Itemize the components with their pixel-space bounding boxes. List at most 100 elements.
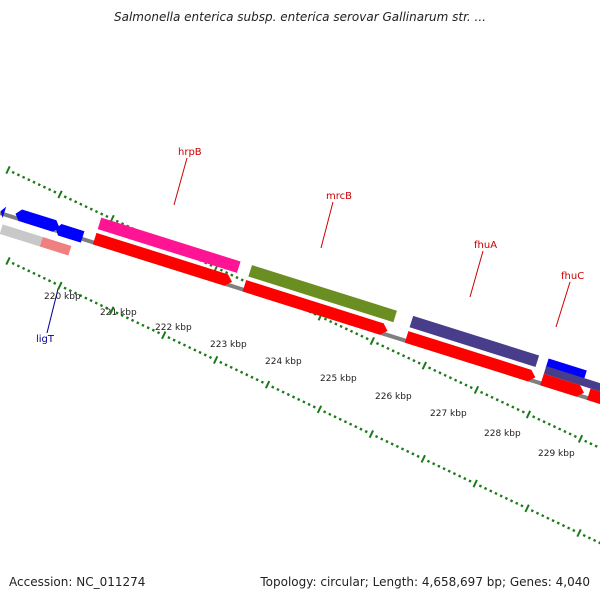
minor-tick — [208, 355, 213, 360]
minor-tick — [542, 420, 546, 424]
minor-tick — [551, 519, 555, 523]
major-tick — [5, 256, 11, 266]
hrpB-feature[interactable] — [97, 217, 241, 273]
major-tick — [576, 528, 582, 538]
minor-tick — [74, 200, 78, 204]
gene-label-fhuA[interactable]: fhuA — [474, 240, 497, 251]
inner-tick-ring — [5, 256, 600, 545]
gene-label-hrpB[interactable]: hrpB — [178, 147, 202, 158]
minor-tick — [48, 187, 52, 192]
minor-tick — [255, 378, 259, 382]
minor-tick — [182, 343, 187, 347]
minor-tick — [115, 311, 119, 315]
minor-tick — [323, 410, 327, 414]
tick-label-220: 220 kbp — [44, 292, 81, 302]
cds-arrow-mrcB[interactable] — [242, 280, 390, 337]
blue-feature-arrow[interactable] — [54, 223, 85, 243]
minor-tick — [219, 268, 223, 272]
minor-tick — [511, 405, 515, 409]
major-tick — [473, 385, 480, 395]
minor-tick — [89, 207, 93, 211]
minor-tick — [125, 316, 129, 320]
minor-tick — [572, 528, 576, 533]
minor-tick — [100, 212, 104, 216]
blue-feature-arrow[interactable] — [14, 208, 61, 233]
tick-label-229: 229 kbp — [538, 449, 575, 459]
minor-tick — [84, 205, 88, 209]
minor-tick — [521, 410, 525, 414]
minor-tick — [385, 439, 389, 444]
minor-tick — [16, 264, 20, 268]
minor-tick — [464, 383, 468, 387]
minor-tick — [27, 269, 31, 273]
minor-tick — [443, 373, 447, 377]
tick-label-225: 225 kbp — [320, 374, 357, 384]
minor-tick — [483, 486, 488, 491]
minor-tick — [339, 324, 343, 329]
minor-tick — [587, 536, 592, 540]
minor-tick — [37, 183, 41, 187]
gene-label-mrcB[interactable]: mrcB — [326, 191, 352, 202]
minor-tick — [541, 514, 545, 518]
tick-label-221: 221 kbp — [100, 308, 137, 318]
minor-tick — [426, 459, 431, 463]
major-tick — [369, 337, 375, 346]
minor-tick — [334, 322, 338, 326]
tick-label-222: 222 kbp — [155, 323, 192, 333]
cds-arrow-fhuA[interactable] — [404, 331, 537, 383]
minor-tick — [47, 279, 52, 283]
tick-label-223: 223 kbp — [210, 340, 247, 350]
minor-tick — [354, 425, 358, 429]
mrcB-feature[interactable] — [248, 265, 397, 323]
minor-tick — [16, 173, 21, 177]
grey-feature[interactable] — [0, 224, 43, 247]
minor-tick — [437, 464, 441, 468]
gene-label-fhuC[interactable]: fhuC — [561, 271, 584, 282]
minor-tick — [391, 349, 395, 353]
minor-tick — [198, 350, 202, 355]
fhu-feature-2[interactable] — [543, 366, 600, 392]
minor-tick — [427, 366, 432, 370]
minor-tick — [245, 373, 249, 377]
major-tick — [57, 190, 63, 199]
minor-tick — [37, 274, 41, 278]
fhuA-feature[interactable] — [409, 315, 540, 367]
minor-tick — [537, 417, 541, 421]
mrcB-leader — [320, 201, 334, 249]
cds-arrow-fhu-2[interactable] — [586, 388, 600, 414]
blue-feature-arrow[interactable] — [0, 205, 7, 219]
minor-tick — [349, 422, 353, 426]
minor-tick — [489, 489, 493, 493]
minor-tick — [141, 323, 145, 327]
minor-tick — [442, 467, 446, 471]
minor-tick — [355, 332, 359, 336]
ligT-feature[interactable] — [39, 236, 72, 256]
minor-tick — [234, 368, 239, 372]
minor-tick — [229, 365, 233, 369]
cds-arrow-fhuC[interactable] — [540, 373, 586, 399]
minor-tick — [94, 209, 99, 214]
minor-tick — [22, 175, 26, 179]
minor-tick — [592, 538, 597, 543]
minor-tick — [478, 484, 482, 488]
minor-tick — [344, 327, 348, 331]
fhuC-feature[interactable] — [545, 358, 587, 381]
major-tick — [161, 331, 167, 340]
cds-arrow-hrpB[interactable] — [92, 232, 234, 288]
minor-tick — [411, 452, 415, 456]
minor-tick — [547, 422, 551, 426]
minor-tick — [500, 400, 505, 404]
minor-tick — [32, 180, 36, 184]
major-tick — [525, 410, 532, 419]
minor-tick — [412, 359, 416, 363]
minor-tick — [468, 479, 472, 483]
gene-label-ligT[interactable]: ligT — [36, 334, 55, 345]
major-tick — [316, 405, 323, 414]
minor-tick — [390, 442, 394, 446]
minor-tick — [307, 402, 311, 407]
minor-tick — [188, 345, 192, 350]
minor-tick — [53, 281, 57, 285]
minor-tick — [406, 449, 410, 454]
minor-tick — [360, 334, 364, 338]
